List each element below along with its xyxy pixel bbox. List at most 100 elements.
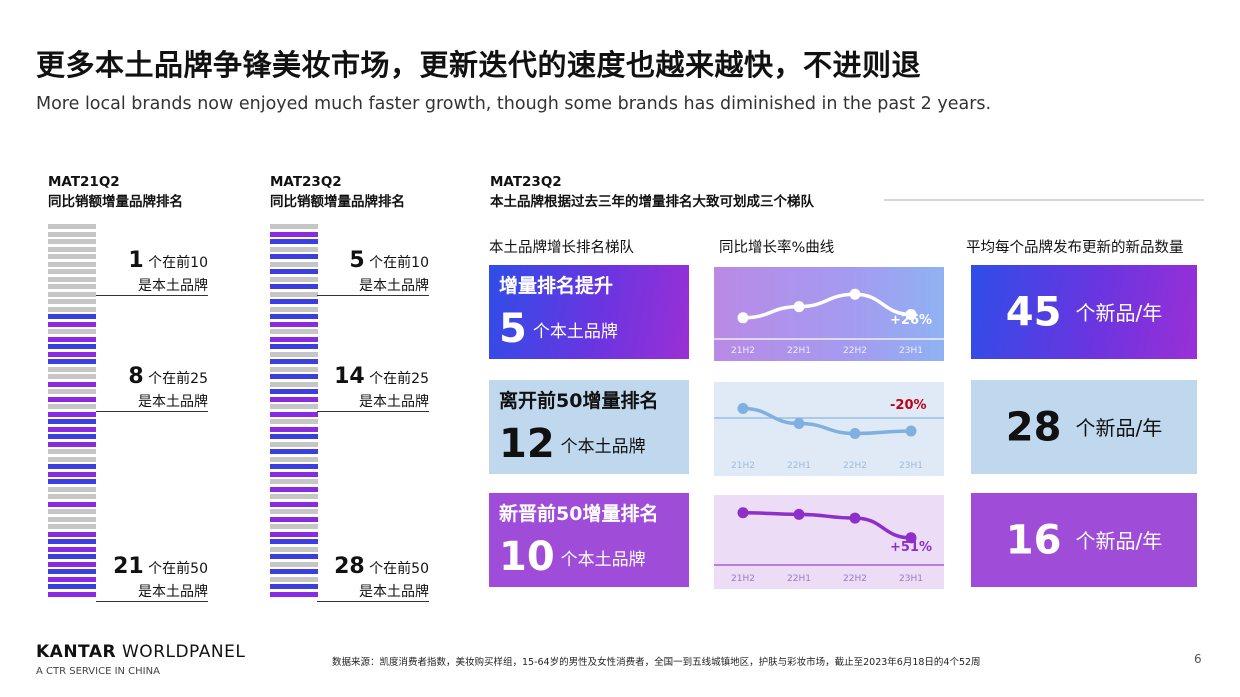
curve-line	[742, 406, 912, 436]
curve-line	[742, 292, 912, 320]
rank-bar	[48, 224, 96, 229]
page-subtitle: More local brands now enjoyed much faste…	[36, 94, 992, 114]
curve-growth-label: +51%	[890, 540, 932, 555]
rank-bar	[270, 306, 318, 312]
callout-text: 个在前50	[148, 561, 208, 577]
new-products-unit: 个新品/年	[1075, 300, 1163, 325]
rank-bar	[270, 374, 318, 379]
rank-bar	[270, 224, 318, 229]
tier-box-rising: 增量排名提升 5 个本土品牌	[489, 265, 689, 359]
callout-rule	[96, 410, 208, 412]
rank-bar	[48, 291, 96, 297]
col1-label: 同比销额增量品牌排名	[48, 194, 183, 210]
rank-bar	[48, 494, 96, 499]
rank-bar	[48, 276, 96, 282]
curve-point	[905, 308, 917, 320]
col1-header: MAT21Q2 同比销额增量品牌排名	[48, 172, 183, 212]
callout-rule	[317, 294, 429, 296]
rank-bar	[270, 351, 318, 357]
rank-bar	[270, 486, 318, 492]
new-products-count: 45	[1005, 289, 1062, 336]
rank-bar	[270, 494, 318, 499]
callout-left-top50: 21 个在前50 是本土品牌	[96, 554, 208, 602]
rank-bar	[48, 539, 96, 544]
tier-unit: 个本土品牌	[560, 549, 646, 570]
rank-bar	[270, 434, 318, 439]
rank-bar	[48, 231, 96, 237]
curve-point	[793, 508, 805, 520]
callout-left-top10: 1 个在前10 是本土品牌	[96, 248, 208, 296]
rank-bar	[48, 524, 96, 529]
curve-point	[905, 532, 917, 544]
callout-number: 28	[334, 554, 365, 579]
rank-bar	[270, 584, 318, 589]
curve-point	[737, 507, 749, 519]
new-products-unit: 个新品/年	[1075, 528, 1163, 553]
callout-right-top25: 14 个在前25 是本土品牌	[317, 364, 429, 412]
rank-bar	[270, 576, 318, 582]
rank-bar	[48, 471, 96, 477]
tier-count: 12	[499, 421, 555, 467]
rank-bar	[270, 396, 318, 402]
rank-bar	[48, 464, 96, 469]
col2-header: MAT23Q2 同比销额增量品牌排名	[270, 172, 405, 212]
rank-bar	[48, 501, 96, 507]
rank-bar	[270, 569, 318, 574]
curve-point	[905, 425, 917, 437]
rank-bar	[270, 239, 318, 244]
curve-tick-label: 22H2	[843, 461, 867, 471]
rank-bar	[48, 554, 96, 559]
callout-text: 个在前50	[369, 561, 429, 577]
callout-text2: 是本土品牌	[138, 278, 208, 294]
rank-bar	[48, 366, 96, 372]
rank-bar	[270, 261, 318, 267]
rank-bar	[48, 306, 96, 312]
rank-bar	[48, 576, 96, 582]
rank-bar	[270, 269, 318, 274]
rank-bar	[48, 419, 96, 424]
curve-point	[793, 301, 805, 313]
new-products-box-rising: 45 个新品/年	[971, 265, 1197, 359]
new-products-box-left: 28 个新品/年	[971, 380, 1197, 474]
rank-bar	[270, 561, 318, 567]
curve-tick-label: 22H1	[787, 346, 811, 356]
rank-bar	[48, 441, 96, 447]
rank-bar	[270, 329, 318, 334]
tier-name: 新晋前50增量排名	[499, 503, 659, 525]
growth-curve-rising: 21H2 22H1 22H2 23H1 +26%	[714, 267, 944, 361]
rank-bar	[48, 486, 96, 492]
rank-bar	[48, 344, 96, 349]
callout-number: 14	[334, 364, 365, 389]
rank-bar	[270, 231, 318, 237]
callout-text2: 是本土品牌	[359, 394, 429, 410]
rank-bar	[270, 254, 318, 259]
rank-bar	[48, 396, 96, 402]
page-title: 更多本土品牌争锋美妆市场，更新迭代的速度也越来越快，不进则退	[36, 48, 922, 82]
tier-name: 增量排名提升	[499, 275, 614, 297]
rank-bar	[48, 239, 96, 244]
curve-growth-label: -20%	[890, 398, 927, 413]
callout-text2: 是本土品牌	[359, 278, 429, 294]
rank-bar	[48, 374, 96, 379]
curves-subheader: 同比增长率%曲线	[719, 240, 835, 256]
rank-bar	[270, 411, 318, 417]
curve-tick-label: 21H2	[731, 461, 755, 471]
rank-bar	[270, 336, 318, 342]
callout-text2: 是本土品牌	[138, 394, 208, 410]
growth-curve-left: 21H2 22H1 22H2 23H1 -20%	[714, 382, 944, 476]
new-products-unit: 个新品/年	[1075, 415, 1163, 440]
growth-curve-new: 21H2 22H1 22H2 23H1 +51%	[714, 495, 944, 589]
logo-tagline: A CTR SERVICE IN CHINA	[36, 666, 160, 677]
col2-period: MAT23Q2	[270, 174, 342, 190]
col1-period: MAT21Q2	[48, 174, 120, 190]
rank-bar	[270, 276, 318, 282]
curve-svg: 21H2 22H1 22H2 23H1 -20%	[714, 382, 944, 476]
logo-rest: WORLDPANEL	[116, 642, 246, 662]
callout-text: 个在前10	[148, 255, 208, 271]
rank-bar	[270, 389, 318, 394]
rank-bar	[270, 524, 318, 529]
curve-tick-label: 22H2	[843, 574, 867, 584]
rank-bar	[48, 336, 96, 342]
rank-bar	[48, 449, 96, 454]
new-products-count: 28	[1005, 404, 1062, 451]
